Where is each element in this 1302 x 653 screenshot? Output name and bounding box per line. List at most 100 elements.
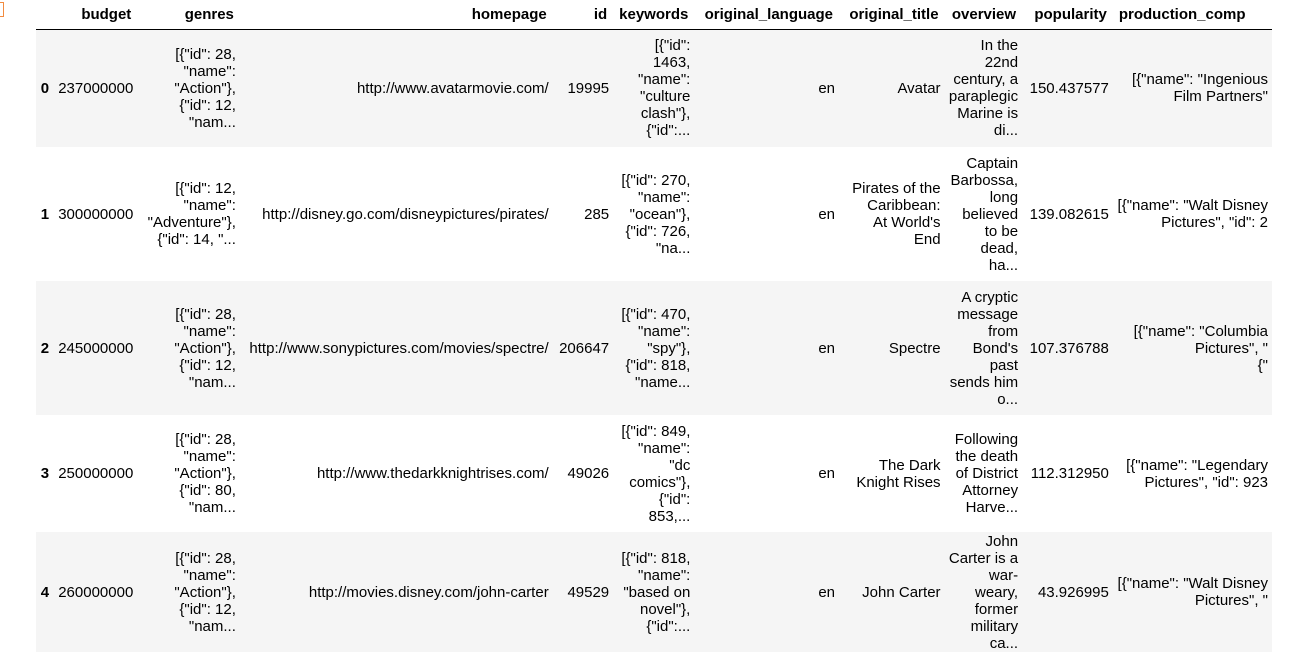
cell-text-line: In the — [980, 37, 1019, 55]
cell-text-line: {"id": 14, "... — [157, 231, 236, 248]
cell-text-line: message — [957, 305, 1019, 323]
cell-budget: 237000000 — [58, 79, 134, 97]
cell-text-line: "Action"}, — [174, 339, 236, 357]
cell-text-line: "name": — [183, 566, 236, 584]
cell-text-line: [{"id": 28, — [175, 431, 236, 448]
cell-id: 19995 — [567, 79, 610, 97]
cell-budget: 250000000 — [58, 465, 134, 482]
cell-homepage: http://www.sonypictures.com/movies/spect… — [249, 339, 549, 357]
cell-popularity: 107.376788 — [1029, 339, 1109, 357]
cell-text-line: comics"}, — [629, 473, 691, 491]
row-index: 0 — [40, 79, 50, 97]
cell-text-line: {"id": 12, — [179, 356, 236, 374]
cell-text-line: {"id":... — [646, 617, 691, 635]
cell-text-line: "ocean"}, — [629, 205, 691, 223]
cell-text-line: [{"id": 849, — [621, 422, 691, 440]
cell-text-line: century, a — [953, 71, 1019, 89]
cell-text-line: [{"id": 270, — [621, 171, 691, 189]
cell-text-line: {" — [1257, 356, 1268, 374]
cell-text-line: Following — [954, 431, 1019, 448]
cell-text-line: Attorney — [962, 482, 1019, 499]
cell-overview: John Carter is a war-weary, former military c… — [945, 532, 1023, 652]
row-index: 4 — [40, 583, 50, 601]
cell-genres: [{"id": 28, "name": "Action"}, {"id": 12, "n… — [137, 29, 240, 147]
index-header — [36, 0, 54, 30]
cell-keywords: [{"id": 470, "name": "spy"}, {"id": 818, "na… — [613, 281, 694, 415]
cell-text-line: [{"id": — [654, 37, 691, 55]
cell-text-line: Film Partners" — [1173, 88, 1268, 106]
cell-production-comp: [{"name": "Walt Disney Pictures", "id": 2 — [1113, 147, 1272, 281]
cell-text-line: "nam... — [188, 499, 236, 516]
table-row: 3 250000000 [{"id": 28, "name": "Action"}, {"… — [36, 415, 1272, 532]
cell-text-line: to be — [984, 222, 1019, 240]
row-index: 3 — [40, 465, 50, 482]
cell-text-line: 853,... — [648, 507, 691, 525]
column-header: popularity — [1022, 0, 1113, 30]
cell-text-line: "Action"}, — [174, 465, 236, 482]
cell-text-line: Barbossa, — [950, 171, 1019, 189]
cell-budget: 245000000 — [58, 339, 134, 357]
row-index: 1 — [40, 205, 50, 223]
cell-text-line: John — [985, 532, 1019, 550]
cell-text-line: [{"id": 28, — [175, 45, 236, 63]
cell-text-line: past — [989, 356, 1019, 374]
cell-text-line: "based on — [623, 583, 691, 601]
dataframe-scroll-area[interactable]: budget genres homepage id keywords origi… — [36, 0, 1272, 653]
cell-text-line: {"id": 12, — [179, 96, 236, 114]
cell-overview: A cryptic message from Bond's past sends him o… — [945, 281, 1023, 415]
cell-original-title: The Dark Knight Rises — [839, 415, 945, 532]
cell-homepage: http://www.thedarkknightrises.com/ — [316, 465, 549, 482]
cell-keywords: [{"id": 849, "name": "dc comics"}, {"id": 853… — [613, 415, 694, 532]
cell-text-line: novel"}, — [639, 600, 691, 618]
column-header: genres — [137, 0, 240, 30]
cell-text-line: 1463, — [652, 54, 691, 72]
cell-overview: Captain Barbossa, long believed to be dead, ha… — [945, 147, 1023, 281]
cell-text-line: "name... — [635, 373, 691, 391]
cell-text-line: military — [970, 617, 1019, 635]
column-header: overview — [944, 0, 1023, 30]
cell-text-line: from — [988, 322, 1019, 340]
cell-popularity: 112.312950 — [1030, 465, 1109, 482]
cell-text-line: [{"name": "Ingenious — [1131, 71, 1268, 89]
cell-text-line: "Action"}, — [174, 79, 236, 97]
cell-genres: [{"id": 12, "name": "Adventure"}, {"id": 14… — [137, 147, 240, 281]
cell-text-line: {"id":... — [646, 122, 691, 140]
cell-original-title: Spectre — [839, 281, 945, 415]
cell-keywords: [{"id": 1463, "name": "culture clash"}, {"id"… — [613, 29, 694, 147]
cell-original-title: Pirates of the Caribbean: At World's End — [839, 147, 945, 281]
cell-text-line: war- — [988, 566, 1019, 584]
cell-text-line: clash"}, — [640, 105, 691, 123]
column-header: budget — [53, 0, 138, 30]
table-row: 1 300000000 [{"id": 12, "name": "Adventure"}… — [36, 147, 1272, 281]
cell-id: 49529 — [567, 583, 610, 601]
cell-text-line: "Action"}, — [174, 583, 236, 601]
table-body: 0 237000000 [{"id": 28, "name": "Action"}, {"… — [36, 29, 1272, 652]
cell-text-line: [{"name": "Walt Disney — [1117, 197, 1268, 214]
cell-text-line: [{"name": "Walt Disney — [1117, 575, 1268, 592]
cell-text-line: Spectre — [888, 339, 941, 357]
cell-text-line: "name": — [183, 197, 236, 214]
cell-text-line: 22nd — [984, 54, 1019, 72]
cell-original-language: en — [818, 465, 835, 482]
cell-text-line: Avatar — [897, 79, 941, 97]
cell-production-comp: [{"name": "Ingenious Film Partners" — [1113, 29, 1272, 147]
column-header: original_language — [694, 0, 839, 30]
cell-text-line: "Adventure"}, — [147, 214, 236, 231]
cell-original-language: en — [818, 339, 835, 357]
cell-text-line: Caribbean: — [867, 197, 941, 214]
cell-text-line: ca... — [989, 634, 1019, 652]
cell-text-line: {"id": — [658, 490, 691, 508]
cell-text-line: [{"id": 470, — [621, 305, 691, 323]
table-row: 2 245000000 [{"id": 28, "name": "Action"}, {"… — [36, 281, 1272, 415]
cell-text-line: the death — [955, 448, 1019, 465]
cell-text-line: "culture — [640, 88, 691, 106]
cell-original-title: Avatar — [839, 29, 945, 147]
cell-text-line: [{"id": 12, — [175, 180, 236, 197]
cell-budget: 260000000 — [58, 583, 134, 601]
cell-original-title: John Carter — [839, 532, 945, 652]
cell-text-line: {"id": 726, — [625, 222, 691, 240]
cell-text-line: of District — [955, 465, 1019, 482]
table-row: 4 260000000 [{"id": 28, "name": "Action"}, {"… — [36, 532, 1272, 652]
cell-text-line: {"id": 12, — [179, 600, 236, 618]
